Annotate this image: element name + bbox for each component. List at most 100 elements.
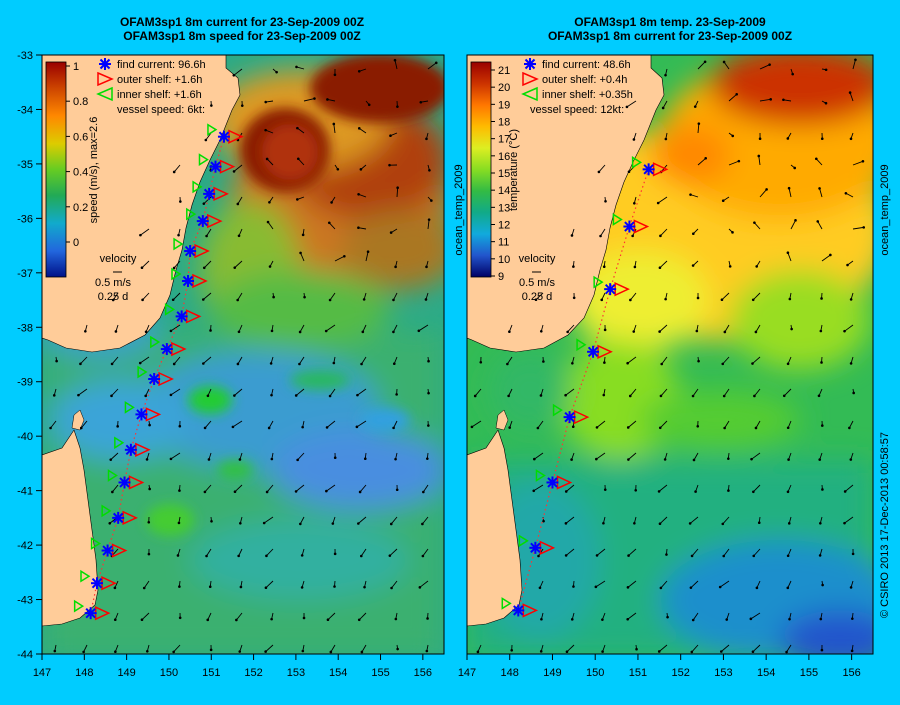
find-current-point	[203, 188, 215, 200]
find-current-point	[91, 577, 103, 589]
current-arrow-head	[848, 427, 851, 430]
current-arrow-head	[787, 137, 790, 140]
current-arrow-head	[851, 650, 854, 653]
current-arrow-head	[595, 586, 598, 589]
current-arrow-head	[396, 488, 399, 491]
find-current-point	[512, 604, 524, 616]
current-arrow-head	[510, 649, 513, 652]
current-arrow-head	[629, 395, 632, 398]
current-arrow-head	[265, 555, 268, 558]
current-arrow-head	[788, 187, 791, 190]
colorbar-tick-label: 1	[73, 61, 79, 73]
current-arrow-head	[239, 522, 242, 525]
current-arrow-head	[540, 650, 543, 653]
current-arrow-head	[751, 362, 754, 365]
temp-legend-find: find current: 48.6h	[542, 59, 631, 71]
find-current-point	[148, 373, 160, 385]
current-arrow-head	[540, 618, 543, 621]
colorbar-tick-label: 11	[498, 237, 509, 249]
colorbar-tick-label: 12	[498, 220, 510, 232]
current-arrow-head	[507, 395, 510, 398]
current-arrow-head	[172, 298, 175, 301]
current-arrow-head	[595, 458, 598, 461]
current-arrow-head	[769, 98, 772, 101]
colorbar-tick-label: 0.8	[73, 96, 88, 108]
current-arrow-head	[357, 193, 360, 196]
find-current-point	[112, 512, 124, 524]
current-arrow-head	[360, 168, 363, 171]
current-arrow-head	[794, 219, 797, 222]
current-arrow-head	[179, 425, 182, 428]
current-arrow-head	[116, 425, 119, 428]
colorbar-tick-label: 0.6	[73, 131, 88, 143]
x-tick-label: 154	[329, 667, 347, 679]
current-arrow-head	[604, 329, 607, 332]
speed-velocity-time: 0.25 d	[98, 291, 129, 303]
current-arrow-head	[297, 158, 300, 161]
current-arrow-head	[395, 618, 398, 621]
current-arrow-head	[540, 394, 543, 397]
current-arrow-head	[627, 426, 630, 429]
current-arrow-head	[665, 553, 668, 556]
current-arrow-head	[721, 523, 724, 526]
speed-velocity-speed: 0.5 m/s	[95, 277, 132, 289]
current-arrow-head	[108, 522, 111, 525]
current-arrow-head	[334, 73, 337, 76]
current-arrow-head	[474, 395, 477, 398]
x-tick-label: 156	[842, 667, 860, 679]
find-current-point	[125, 444, 137, 456]
y-tick-label: -33	[17, 50, 33, 62]
current-arrow-head	[207, 395, 210, 398]
current-arrow-head	[696, 425, 699, 428]
current-arrow-head	[270, 362, 273, 365]
current-arrow-head	[263, 522, 266, 525]
current-arrow-head	[170, 458, 173, 461]
current-arrow-head	[755, 427, 758, 430]
current-arrow-head	[738, 160, 741, 163]
x-tick-label: 151	[629, 667, 647, 679]
current-arrow-head	[721, 298, 724, 301]
current-arrow-head	[657, 202, 660, 205]
colorbar-tick-label: 10	[498, 254, 510, 266]
current-arrow-head	[479, 361, 482, 364]
current-arrow-head	[233, 394, 236, 397]
find-current-marker	[99, 58, 111, 70]
current-arrow-head	[299, 523, 302, 526]
current-arrow-head	[532, 489, 535, 492]
current-arrow-head	[148, 424, 151, 427]
current-arrow-head	[79, 363, 82, 366]
current-arrow-head	[788, 522, 791, 525]
current-arrow-head	[428, 218, 431, 221]
current-arrow-head	[696, 330, 699, 333]
find-current-point	[623, 221, 635, 233]
current-arrow-head	[235, 619, 238, 622]
current-arrow-head	[148, 488, 151, 491]
colorbar-tick-label: 18	[498, 117, 510, 129]
current-arrow-head	[394, 266, 397, 269]
current-arrow-head	[109, 458, 112, 461]
current-arrow-head	[265, 586, 268, 589]
current-arrow-head	[325, 490, 328, 493]
y-tick-label: -35	[17, 159, 33, 171]
current-arrow-head	[141, 299, 144, 302]
current-arrow-head	[542, 520, 545, 523]
current-arrow-head	[389, 554, 392, 557]
current-arrow-head	[170, 394, 173, 397]
current-arrow-head	[208, 458, 211, 461]
current-arrow-head	[210, 649, 213, 652]
current-arrow-head	[426, 617, 429, 620]
colorbar-tick-label: 19	[498, 99, 510, 111]
find-current-point	[643, 163, 655, 175]
current-arrow-head	[334, 553, 337, 556]
current-arrow-head	[862, 160, 865, 163]
current-arrow-head	[178, 489, 181, 492]
x-tick-label: 152	[244, 667, 262, 679]
current-arrow-head	[658, 650, 661, 653]
current-arrow-head	[296, 459, 299, 462]
current-arrow-head	[508, 426, 511, 429]
current-arrow-head	[430, 199, 433, 202]
current-arrow-head	[600, 299, 603, 302]
current-arrow-head	[820, 361, 823, 364]
